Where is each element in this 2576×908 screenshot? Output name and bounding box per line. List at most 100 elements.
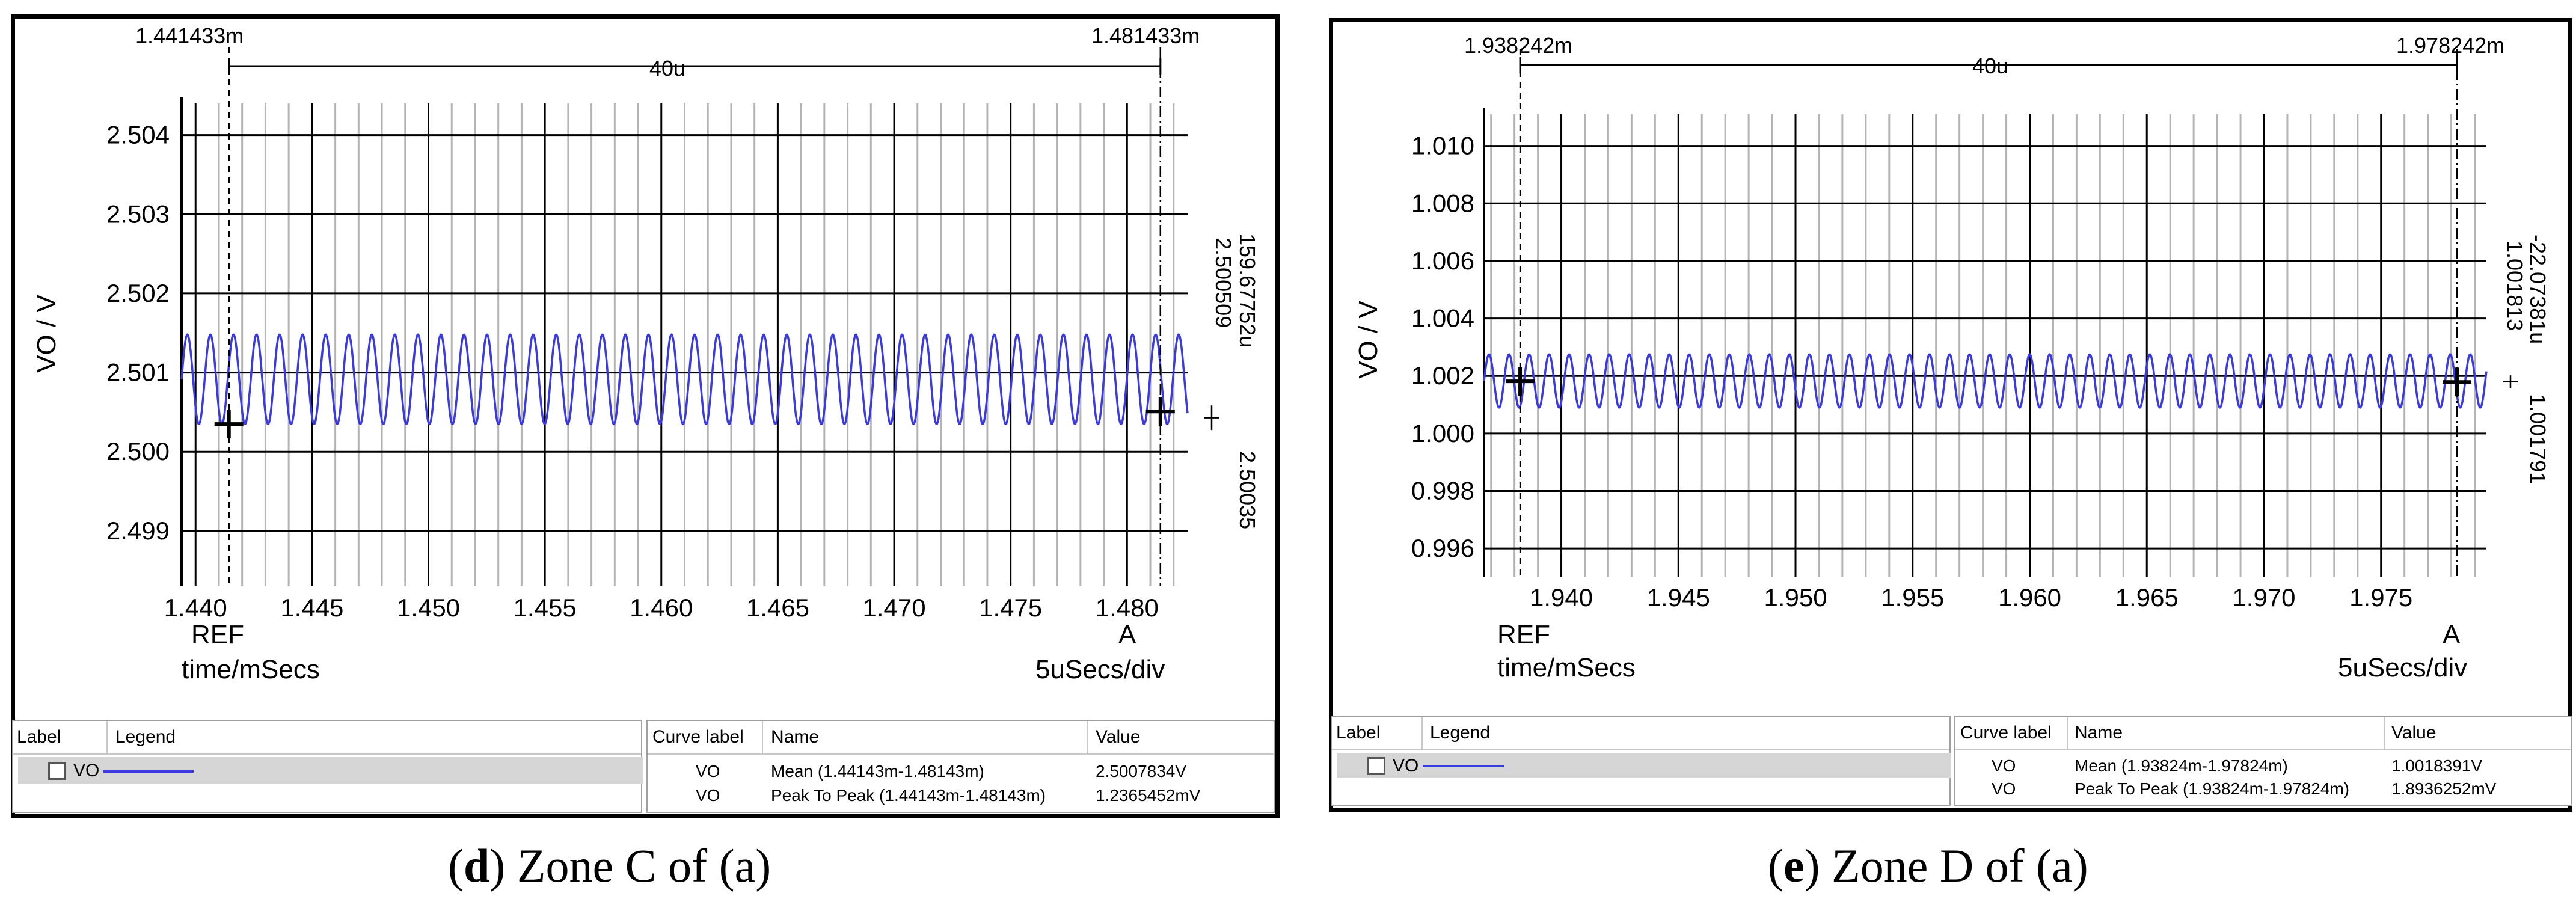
measure-row-name: Mean (1.93824m-1.97824m): [2075, 756, 2288, 775]
legend-line-swatch: [103, 770, 194, 773]
legend-series-label: VO: [73, 761, 100, 781]
measure-row-value: 2.5007834V: [1096, 762, 1187, 781]
x-axis-title: time/mSecs: [182, 655, 320, 684]
caption-text: ) Zone D of (a): [1804, 839, 2088, 892]
measure-table-header: [1955, 717, 2571, 750]
x-tick-label: 1.945: [1647, 583, 1710, 612]
x-tick-label: 1.465: [746, 594, 809, 622]
panel-caption: (d) Zone C of (a): [448, 839, 771, 892]
measure-col-value: Value: [2391, 723, 2436, 743]
chart-e[interactable]: 1.010 1.008 1.006 1.004 1.002 1.000 0.998 0.996…: [1323, 0, 2576, 722]
legend-checkbox[interactable]: [48, 762, 66, 780]
y-tick-label: 0.998: [1411, 477, 1474, 505]
x-tick-label: 1.480: [1096, 594, 1159, 622]
right-value-ref: 2.50035: [1235, 451, 1260, 529]
x-tick-label: 1.440: [164, 594, 227, 622]
right-value-a: 1.001813: [2503, 241, 2527, 331]
x-tick-label: 1.970: [2232, 583, 2295, 612]
x-tick-label: 1.450: [397, 594, 460, 622]
measure-table-header: [648, 721, 1274, 755]
panel-e: 1.010 1.008 1.006 1.004 1.002 1.000 0.998 0.996…: [1323, 0, 2576, 908]
y-axis-title: VO / V: [32, 295, 61, 373]
div-label: 5uSecs/div: [2338, 653, 2467, 683]
right-value-ref: 1.001791: [2525, 394, 2550, 484]
ref-marker: REF: [1497, 620, 1550, 649]
measure-row-value: 1.0018391V: [2391, 756, 2483, 775]
legend-table-header: [13, 721, 641, 755]
y-tick-label: 2.501: [106, 358, 170, 387]
cursor-a-label: 1.481433m: [1091, 23, 1200, 48]
measure-row-name: Peak To Peak (1.44143m-1.48143m): [771, 786, 1046, 805]
panel-d: 2.504 2.503 2.502 2.501 2.500 2.499 1.440 1.445…: [0, 0, 1287, 908]
x-tick-label: 1.975: [2349, 583, 2412, 612]
x-tick-label: 1.470: [862, 594, 925, 622]
delta-label: 40u: [649, 56, 685, 81]
measure-table: Curve label Name Value VO Mean (1.44143m…: [646, 720, 1275, 813]
y-tick-label: 1.008: [1411, 189, 1474, 217]
legend-checkbox[interactable]: [1367, 757, 1385, 775]
legend-col-legend: Legend: [115, 727, 176, 747]
measure-row-value: 1.8936252mV: [2391, 779, 2497, 798]
measure-row-curve: VO: [696, 786, 720, 805]
x-tick-label: 1.445: [280, 594, 343, 622]
a-marker: A: [1118, 620, 1136, 649]
x-tick-label: 1.460: [630, 594, 693, 622]
x-axis-title: time/mSecs: [1497, 653, 1636, 683]
y-tick-label: 1.006: [1411, 247, 1474, 275]
cursor-ref-label: 1.441433m: [135, 23, 244, 48]
measure-col-value: Value: [1096, 727, 1141, 747]
right-value-delta: -22.07381u: [2525, 235, 2550, 344]
measure-row-curve: VO: [696, 762, 720, 781]
x-tick-label: 1.960: [1998, 583, 2061, 612]
ref-marker: REF: [191, 620, 244, 649]
y-tick-label: 1.000: [1411, 419, 1474, 447]
legend-col-legend: Legend: [1430, 723, 1491, 743]
x-tick-label: 1.455: [514, 594, 577, 622]
legend-col-label: Label: [1336, 723, 1381, 743]
y-tick-label: 1.004: [1411, 304, 1474, 333]
y-tick-label: 2.500: [106, 437, 170, 465]
measure-row-curve: VO: [1992, 756, 2016, 775]
measure-row-name: Peak To Peak (1.93824m-1.97824m): [2075, 779, 2350, 798]
chart-d[interactable]: 2.504 2.503 2.502 2.501 2.500 2.499 1.440 1.445…: [0, 0, 1287, 722]
right-value-delta: 159.67752u: [1235, 233, 1260, 348]
x-tick-label: 1.965: [2115, 583, 2179, 612]
legend-table: Label Legend VO: [12, 720, 643, 813]
y-tick-label: 1.002: [1411, 361, 1474, 390]
measure-col-name: Name: [2075, 723, 2123, 743]
cursor-ref-label: 1.938242m: [1464, 33, 1572, 58]
caption-letter: e: [1783, 839, 1805, 892]
measure-row-curve: VO: [1992, 779, 2016, 798]
legend-series-label: VO: [1393, 756, 1419, 776]
measure-table: Curve label Name Value VO Mean (1.93824m…: [1954, 716, 2572, 806]
measure-col-curve: Curve label: [1960, 723, 2052, 743]
y-tick-label: 2.503: [106, 200, 170, 228]
panel-frame: [11, 14, 1280, 818]
measure-col-curve: Curve label: [652, 727, 744, 747]
x-tick-label: 1.955: [1881, 583, 1944, 612]
measure-col-name: Name: [771, 727, 820, 747]
y-tick-label: 1.010: [1411, 132, 1474, 160]
y-tick-label: 2.502: [106, 279, 170, 307]
series-line-vo: [1483, 353, 2488, 409]
y-axis-title: VO / V: [1354, 301, 1383, 379]
y-tick-label: 2.504: [106, 121, 170, 149]
y-tick-label: 2.499: [106, 517, 170, 545]
legend-col-label: Label: [17, 727, 61, 747]
measure-row-name: Mean (1.44143m-1.48143m): [771, 762, 984, 781]
legend-table: Label Legend VO: [1331, 716, 1951, 806]
panel-caption: (e) Zone D of (a): [1768, 839, 2088, 892]
measure-row-value: 1.2365452mV: [1096, 786, 1201, 805]
legend-line-swatch: [1423, 765, 1504, 767]
a-marker: A: [2443, 620, 2461, 649]
y-tick-label: 0.996: [1411, 534, 1474, 562]
caption-text: ) Zone C of (a): [489, 839, 771, 892]
caption-letter: d: [463, 839, 490, 892]
right-value-a: 2.500509: [1211, 238, 1236, 328]
x-tick-label: 1.950: [1764, 583, 1827, 612]
x-tick-label: 1.940: [1530, 583, 1593, 612]
delta-label: 40u: [1972, 54, 2008, 78]
series-line-vo: [180, 333, 1189, 426]
panel-frame: [1329, 18, 2572, 812]
x-tick-label: 1.475: [979, 594, 1042, 622]
